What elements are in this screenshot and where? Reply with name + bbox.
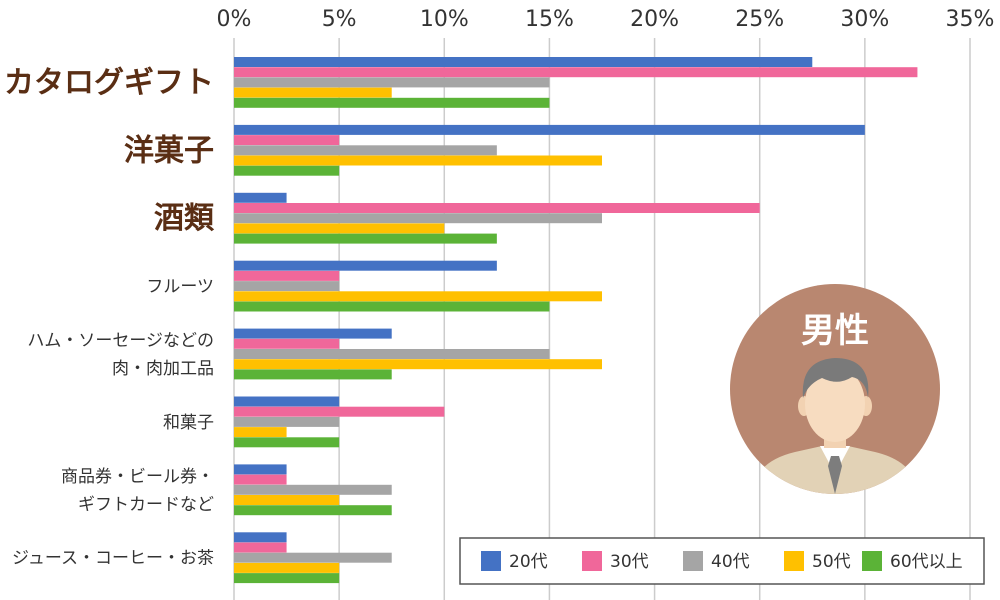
x-tick-label: 25% [735,7,784,32]
bar [234,155,602,166]
category-label: ギフトカードなど [78,495,214,515]
bar [234,145,497,156]
legend-label: 20代 [509,552,548,572]
bar [234,260,497,271]
x-tick-label: 10% [420,7,469,32]
bar [234,338,340,349]
bar [234,532,287,543]
bar [234,416,340,427]
category-label: 肉・肉加工品 [112,359,214,379]
bar [234,495,340,505]
x-tick-label: 30% [840,7,889,32]
bar [234,396,340,407]
x-tick-labels: 0% 5% 10% 15% 20% 25% 30% 35% [217,7,995,32]
bar [234,437,340,448]
bars [234,57,918,584]
bar [234,87,392,98]
legend-swatch [481,551,501,571]
category-labels: カタログギフト洋菓子酒類フルーツハム・ソーセージなどの肉・肉加工品和菓子商品券・… [4,65,215,568]
bar [234,349,550,359]
bar [234,505,392,516]
bar [234,369,392,380]
bar [234,552,392,563]
bar [234,562,340,573]
x-tick-label: 20% [630,7,679,32]
legend-swatch [784,551,804,571]
bar [234,474,287,485]
bar [234,57,813,67]
x-tick-label: 0% [217,7,252,32]
legend-box [459,537,985,585]
bar [234,165,340,176]
category-label: ジュース・コーヒー・お茶 [12,549,214,569]
bar [234,233,497,244]
bar [234,406,445,417]
bar [234,124,865,135]
category-label: カタログギフト [4,65,214,100]
legend-label: 50代 [812,552,851,572]
category-label: ハム・ソーセージなどの [27,331,214,351]
bar [234,192,287,203]
category-label: フルーツ [146,277,214,297]
bar [234,77,550,88]
legend-swatch [862,551,882,571]
legend: 20代 30代 40代 50代 60代以上 [459,537,985,585]
bar [234,301,550,312]
bar [234,270,340,281]
category-label: 洋菓子 [124,133,214,168]
legend-label: 60代以上 [890,552,963,572]
bar [234,359,602,370]
legend-label: 40代 [711,552,750,572]
bar [234,67,918,78]
bar [234,97,550,108]
bar [234,213,602,224]
category-label: 商品券・ビール券・ [61,467,214,487]
bar [234,291,602,302]
legend-label: 30代 [610,552,649,572]
bar [234,328,392,339]
category-label: 和菓子 [163,413,214,433]
legend-swatch [582,551,602,571]
bar [234,203,760,213]
bar [234,427,287,438]
male-badge: 男性 [730,284,940,494]
x-tick-label: 35% [946,7,995,32]
x-tick-label: 5% [322,7,357,32]
category-label: 酒類 [154,201,215,236]
bar [234,484,392,495]
x-tick-label: 15% [525,7,574,32]
badge-label: 男性 [801,311,869,351]
bar [234,573,340,584]
bar [234,542,287,553]
legend-swatch [683,551,703,571]
bar [234,135,340,146]
bar [234,223,445,234]
bar [234,464,287,475]
bar [234,281,340,292]
